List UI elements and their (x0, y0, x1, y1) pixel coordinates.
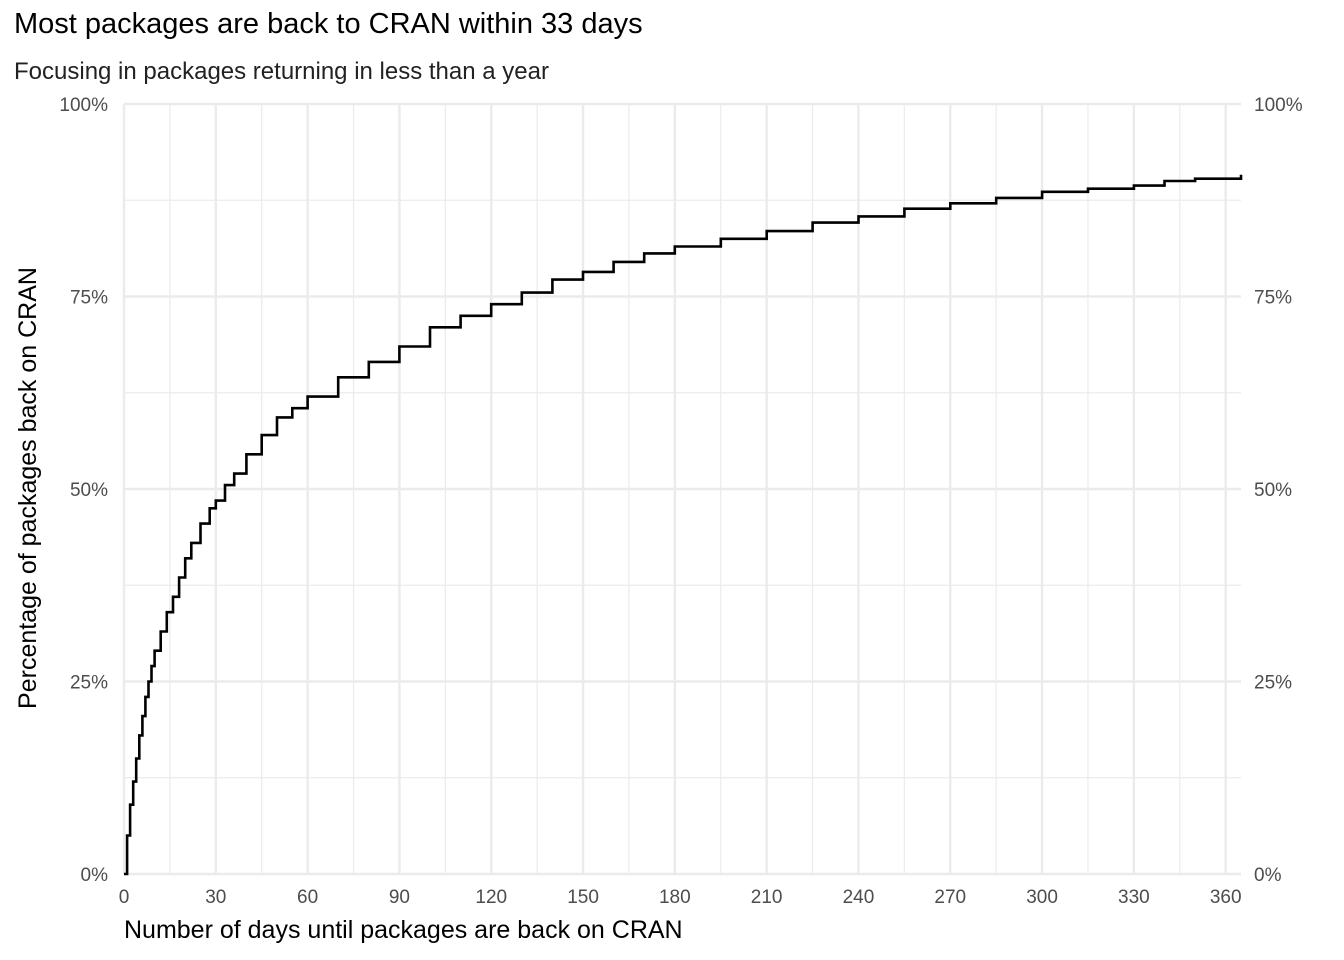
x-axis-title: Number of days until packages are back o… (124, 916, 683, 944)
y-axis-title: Percentage of packages back on CRAN (14, 267, 42, 709)
chart-title: Most packages are back to CRAN within 33… (14, 8, 643, 40)
x-tick-label: 330 (1118, 887, 1150, 908)
y-tick-label-right: 50% (1254, 480, 1292, 501)
ecdf-series-line (124, 174, 1243, 876)
y-tick-label-right: 0% (1254, 865, 1282, 886)
line-layer (124, 174, 1243, 876)
y-axis-right: 0% 25% 50% 75% 100% (1254, 95, 1303, 886)
x-tick-label: 150 (567, 887, 599, 908)
x-tick-label: 210 (751, 887, 783, 908)
x-tick-label: 0 (119, 887, 130, 908)
y-tick-label-left: 50% (70, 480, 108, 501)
y-tick-label-left: 25% (70, 673, 108, 694)
y-tick-label-right: 100% (1254, 95, 1303, 116)
y-tick-label-left: 75% (70, 288, 108, 309)
x-tick-label: 120 (475, 887, 507, 908)
x-tick-label: 360 (1210, 887, 1242, 908)
x-tick-label: 60 (297, 887, 318, 908)
y-tick-label-right: 25% (1254, 673, 1292, 694)
y-tick-label-left: 100% (59, 95, 108, 116)
major-gridlines (122, 102, 1241, 876)
x-tick-label: 30 (205, 887, 226, 908)
x-tick-label: 270 (934, 887, 966, 908)
y-tick-label-right: 75% (1254, 288, 1292, 309)
x-tick-label: 240 (843, 887, 875, 908)
y-tick-label-left: 0% (81, 865, 109, 886)
x-tick-label: 180 (659, 887, 691, 908)
y-axis-left: 0% 25% 50% 75% 100% (59, 95, 108, 886)
x-tick-label: 300 (1026, 887, 1058, 908)
chart-subtitle: Focusing in packages returning in less t… (14, 58, 549, 85)
x-axis: 0 30 60 90 120 150 180 210 240 270 300 330 360 (119, 887, 1242, 908)
x-tick-label: 90 (389, 887, 410, 908)
